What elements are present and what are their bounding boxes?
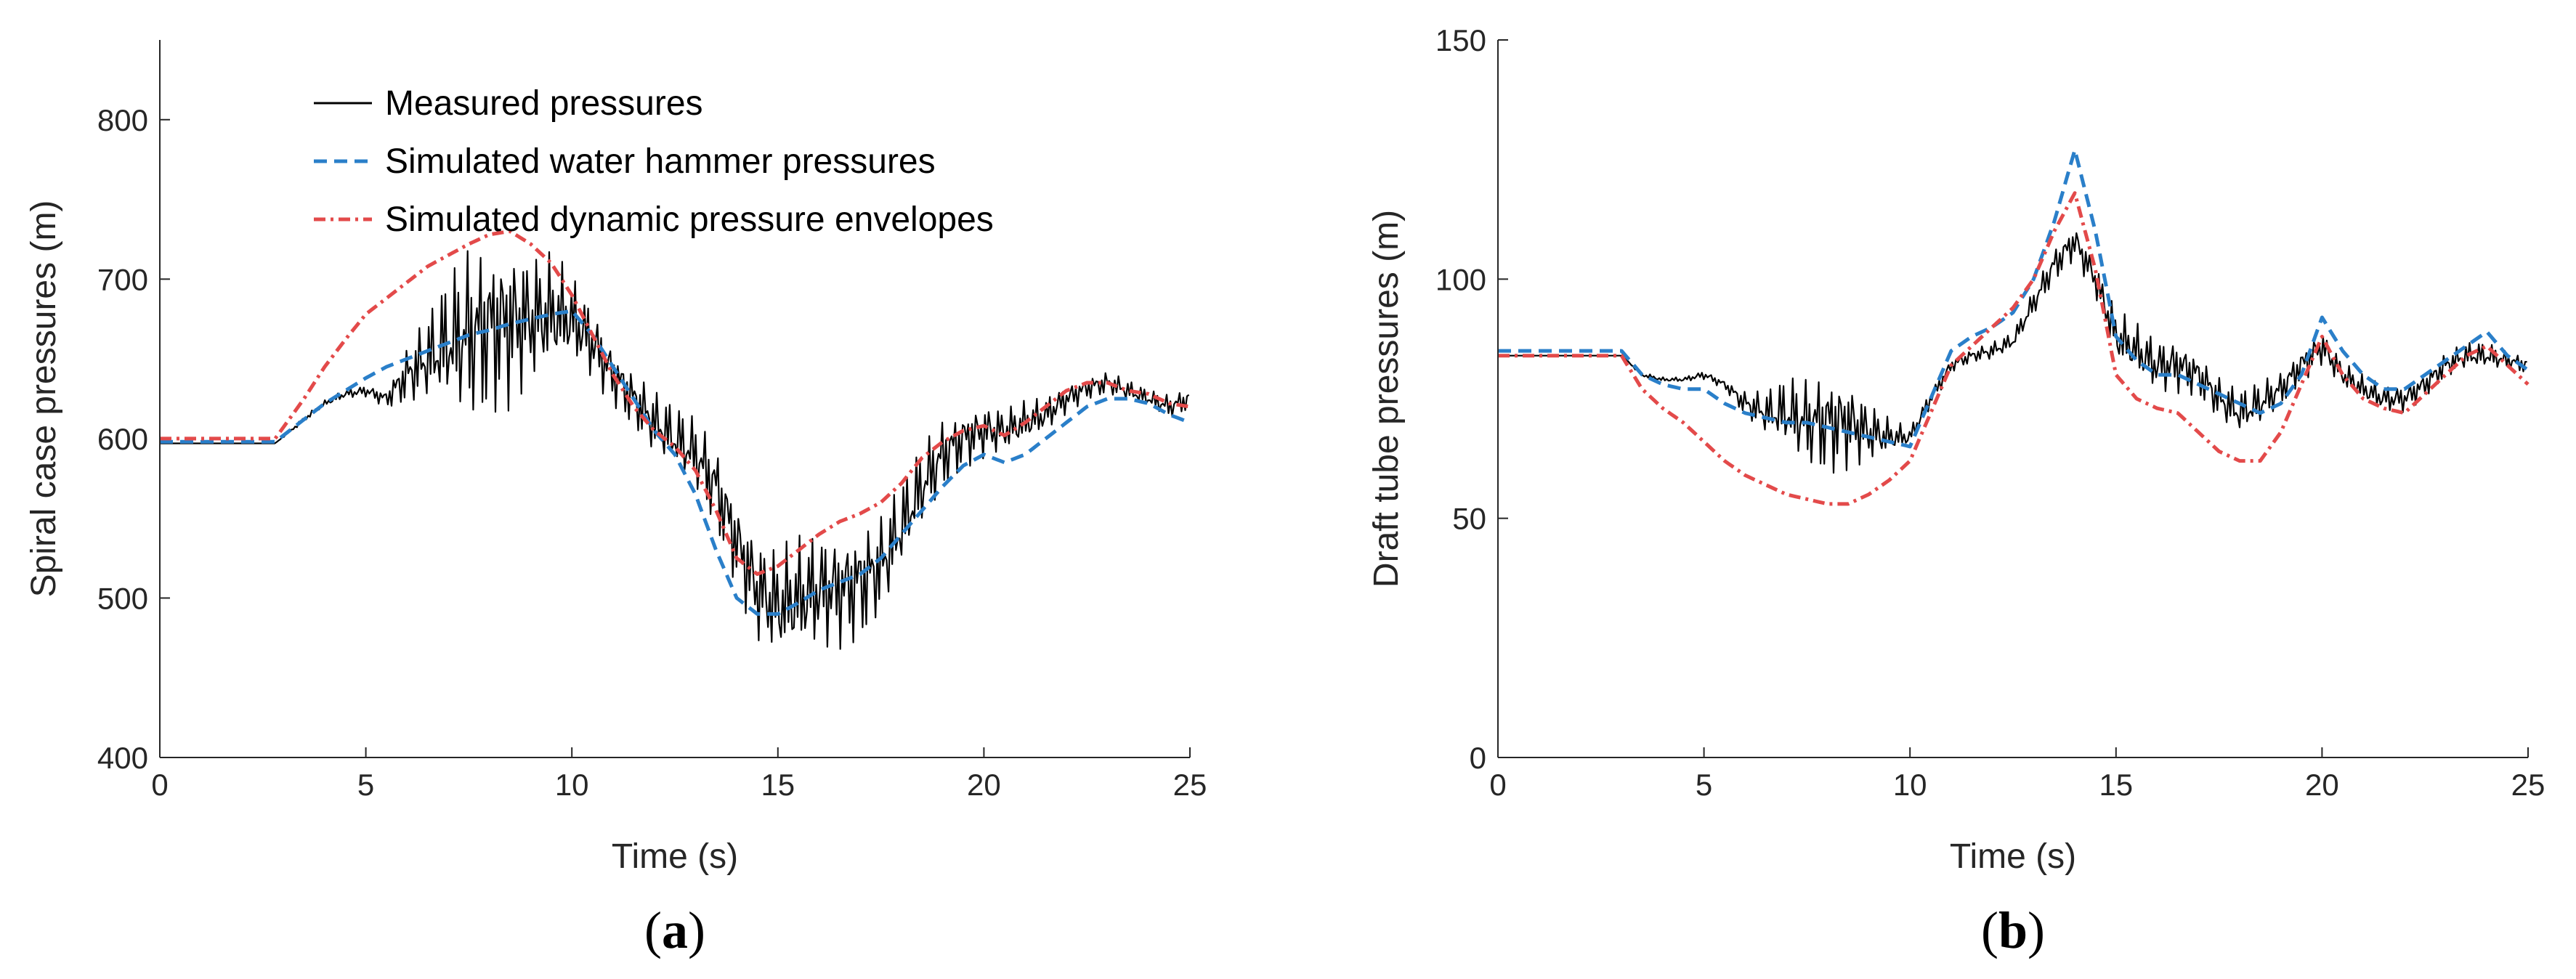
- panel-a-legend: Measured pressures Simulated water hamme…: [314, 84, 994, 239]
- y-tick-label: 400: [97, 741, 148, 775]
- y-tick-label: 150: [1435, 23, 1486, 57]
- panel-b-letter: b: [1998, 901, 2028, 959]
- legend-label-water-hammer: Simulated water hammer pressures: [385, 142, 936, 181]
- series-line-measured: [160, 250, 1190, 650]
- x-tick-label: 10: [555, 768, 589, 802]
- y-tick-label: 800: [97, 103, 148, 137]
- series-line-envelope: [1498, 191, 2530, 506]
- panel-a-chart: 0 5 10 15 20 25 400 500 600 700 800 Time (s) Spira…: [25, 40, 1207, 959]
- x-tick-label: 5: [1696, 768, 1712, 802]
- panel-b-caption: (b): [1981, 901, 2045, 959]
- panel-a-y-axis-label: Spiral case pressures (m): [25, 200, 63, 598]
- y-tick-label: 500: [97, 581, 148, 615]
- x-tick-label: 5: [357, 768, 374, 802]
- panel-a-x-axis-label: Time (s): [612, 837, 738, 876]
- x-tick-label: 20: [967, 768, 1001, 802]
- y-tick-label: 100: [1435, 262, 1486, 296]
- panel-b-plot-area: [1498, 40, 2528, 757]
- series-line-water-hammer: [160, 309, 1191, 616]
- y-tick-label: 0: [1470, 741, 1486, 775]
- y-tick-label: 50: [1452, 502, 1486, 536]
- panel-a-letter: a: [662, 901, 688, 959]
- series-line-water-hammer: [1498, 148, 2530, 449]
- y-tick-label: 600: [97, 422, 148, 456]
- panel-b-ticks: 0 5 10 15 20 25 0 50 100 150: [1435, 23, 2545, 802]
- legend-label-envelope: Simulated dynamic pressure envelopes: [385, 200, 994, 239]
- x-tick-label: 15: [761, 768, 795, 802]
- x-tick-label: 0: [1489, 768, 1506, 802]
- panel-b-chart: 0 5 10 15 20 25 0 50 100 150 Time (s) Draft tube …: [1367, 23, 2545, 959]
- panel-b-y-axis-label: Draft tube pressures (m): [1367, 210, 1406, 588]
- panel-b-x-axis-label: Time (s): [1950, 837, 2076, 876]
- legend-label-measured: Measured pressures: [385, 84, 703, 123]
- x-tick-label: 15: [2099, 768, 2133, 802]
- x-tick-label: 0: [151, 768, 168, 802]
- panel-a-ticks: 0 5 10 15 20 25 400 500 600 700 800: [97, 103, 1207, 802]
- x-tick-label: 25: [2511, 768, 2545, 802]
- y-tick-label: 700: [97, 262, 148, 296]
- x-tick-label: 10: [1893, 768, 1927, 802]
- panel-a-axes: [159, 40, 1190, 758]
- panel-a-caption: (a): [644, 901, 705, 959]
- x-tick-label: 25: [1173, 768, 1207, 802]
- panel-b-series: [1498, 148, 2530, 506]
- x-tick-label: 20: [2305, 768, 2339, 802]
- panel-b-axes: [1497, 40, 2528, 758]
- panel-a-series: [160, 229, 1191, 650]
